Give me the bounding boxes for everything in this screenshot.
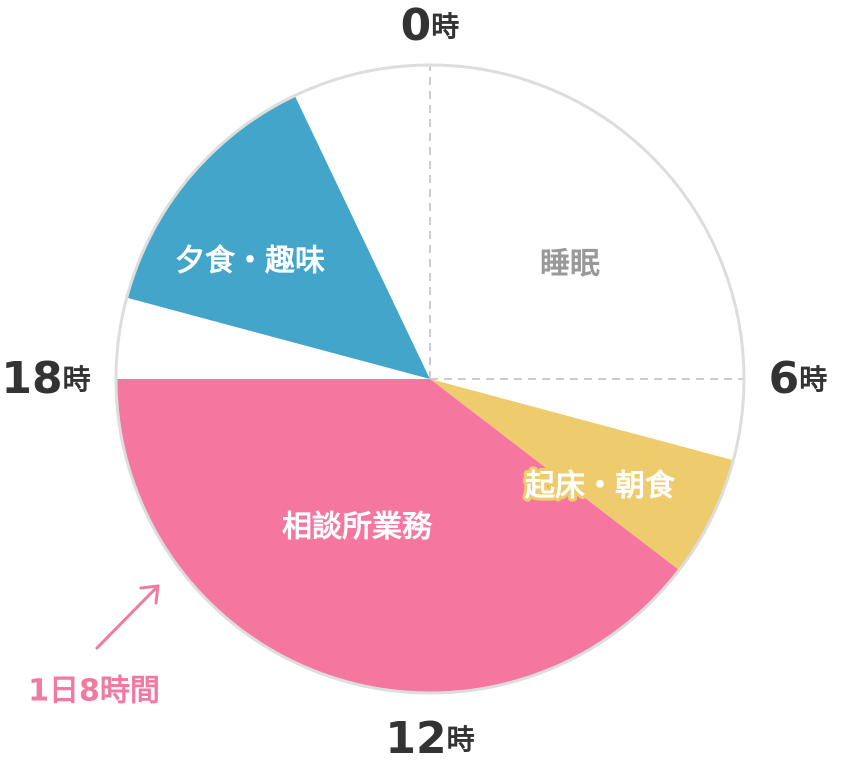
hour-label-18: 18時 — [1, 353, 90, 404]
hour-unit: 時 — [63, 363, 91, 396]
hour-number: 18 — [1, 353, 62, 404]
hour-unit: 時 — [431, 10, 459, 43]
pie-slice-2 — [116, 379, 680, 693]
hour-label-12: 12時 — [385, 713, 474, 760]
annotation-text: 1日8時間 — [28, 674, 160, 709]
hour-number: 0 — [401, 0, 432, 51]
pie-slice-3 — [116, 297, 430, 379]
slice-label-2: 相談所業務 — [282, 510, 433, 545]
dashed-guides — [429, 65, 744, 380]
pie-slice-5 — [294, 65, 430, 379]
hour-unit: 時 — [447, 723, 475, 756]
hour-label-0: 0時 — [401, 0, 460, 51]
slice-label-4: 夕食・趣味 — [175, 244, 325, 279]
pie-slice-0 — [430, 65, 744, 461]
slice-label-1: 起床・朝食 — [525, 469, 676, 504]
hour-label-6: 6時 — [769, 353, 828, 404]
pie-slices — [116, 65, 744, 693]
slice-label-0: 睡眠 — [540, 247, 600, 282]
hour-number: 12 — [385, 713, 446, 760]
pie-outline — [114, 63, 746, 695]
pie-slice-1 — [430, 379, 734, 571]
annotation-arrow-head — [139, 584, 160, 605]
pie-slice-4 — [126, 95, 431, 379]
annotation-arrow — [95, 584, 160, 650]
hour-unit: 時 — [799, 363, 827, 396]
hour-number: 6 — [769, 353, 800, 404]
annotation: 1日8時間 — [28, 584, 160, 709]
